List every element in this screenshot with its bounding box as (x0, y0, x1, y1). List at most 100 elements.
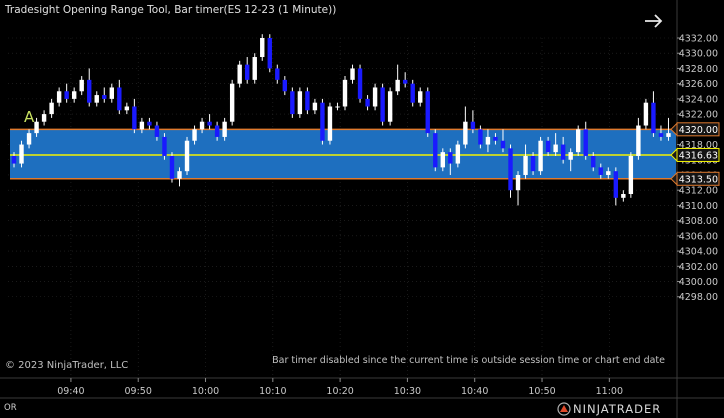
candle-body (658, 133, 664, 137)
candle-body (222, 121, 227, 137)
logo-star-icon (560, 405, 568, 412)
candle-body (34, 121, 39, 134)
candle-body (124, 106, 130, 111)
y-tick-label: 4322.00 (679, 110, 718, 121)
candle-body (568, 152, 573, 160)
candle-body (342, 79, 348, 107)
candle-body (154, 125, 160, 137)
x-tick-label: 10:10 (259, 386, 286, 397)
candle-body (538, 140, 543, 172)
y-tick-label: 4298.00 (679, 292, 718, 303)
candle-body (305, 91, 310, 111)
candle-body (260, 38, 265, 58)
price-axis: 4332.00 4330.00 4328.00 4326.00 4324.00 4322.… (676, 0, 718, 418)
candle-body (147, 121, 152, 126)
candle-body (485, 136, 491, 145)
candle-body (418, 91, 423, 103)
candle-body (433, 133, 438, 168)
candle-body (478, 129, 483, 145)
candle-body (470, 121, 476, 130)
candle-body (297, 91, 303, 115)
x-tick-label: 11:00 (596, 386, 623, 397)
y-tick-label: 4306.00 (679, 231, 718, 242)
time-axis: 09:40 09:50 10:00 10:10 10:20 10:30 10:40 10:50… (0, 377, 724, 399)
candles (11, 34, 671, 206)
x-tick-label: 09:40 (57, 386, 84, 397)
candle-body (184, 140, 190, 172)
candle-body (237, 64, 242, 84)
candle-body (290, 91, 295, 115)
candle-body (448, 152, 453, 164)
candle-body (515, 174, 521, 191)
candle-body (102, 95, 107, 99)
candle-body (245, 64, 250, 80)
candle-body (410, 83, 415, 103)
candle-body (94, 95, 99, 103)
candle-body (651, 102, 656, 134)
candle-body (402, 79, 408, 84)
candle-body (132, 106, 137, 130)
y-tick-label: 4312.00 (679, 186, 718, 197)
range-label-box (676, 122, 720, 137)
x-tick-label: 10:50 (528, 386, 555, 397)
candle-body (613, 171, 619, 198)
candle-body (350, 68, 355, 80)
candle-body (395, 79, 400, 92)
candle-body (636, 125, 641, 156)
candle-body (598, 167, 603, 175)
candle-body (252, 57, 257, 80)
candle-body (320, 102, 325, 141)
range-price-label: 4320.00 (679, 125, 718, 136)
logo-text: NINJATRADER (573, 402, 661, 416)
candle-body (56, 91, 62, 103)
range-price-labels: 4320.00 4316.63 4313.50 (670, 122, 720, 186)
range-price-label: 4316.63 (679, 150, 718, 161)
y-tick-label: 4328.00 (679, 64, 718, 75)
x-tick-label: 10:20 (326, 386, 353, 397)
candle-body (275, 68, 280, 80)
x-tick-label: 09:50 (125, 386, 152, 397)
candle-body (335, 106, 340, 108)
candle-body (523, 155, 528, 175)
candle-body (545, 140, 551, 153)
candle-body (169, 155, 175, 179)
arrow-right-icon[interactable] (638, 8, 668, 34)
candle-body (11, 155, 17, 164)
candle-body (387, 91, 393, 122)
y-tick-label: 4300.00 (679, 277, 718, 288)
x-tick-label: 10:00 (192, 386, 219, 397)
annotation-letter: A (24, 108, 35, 126)
candle-body (583, 129, 588, 156)
gridlines (8, 37, 676, 378)
logo-circle-icon (557, 402, 571, 416)
candle-body (177, 171, 182, 179)
candle-body (267, 38, 272, 69)
y-tick-label: 4304.00 (679, 247, 718, 258)
candle-body (312, 102, 318, 111)
copyright: © 2023 NinjaTrader, LLC (5, 360, 128, 371)
candle-body (71, 91, 77, 99)
candle-body (606, 171, 611, 175)
candle-body (553, 144, 558, 153)
candle-body (463, 121, 468, 145)
y-tick-label: 4310.00 (679, 201, 718, 212)
candle-body (79, 79, 84, 92)
candle-body (207, 121, 212, 126)
candle-body (327, 106, 333, 141)
candle-body (41, 114, 47, 122)
candle-body (576, 129, 581, 153)
candle-body (643, 102, 649, 126)
y-tick-label: 4302.00 (679, 262, 718, 273)
candle-body (49, 102, 54, 115)
candle-body (162, 136, 167, 156)
candle-body (26, 133, 32, 145)
candle-body (666, 133, 671, 137)
chart-title: Tradesight Opening Range Tool, Bar timer… (4, 4, 336, 16)
candle-body (530, 155, 536, 172)
y-tick-label: 4332.00 (679, 34, 718, 45)
candle-body (357, 68, 363, 99)
range-label-box (676, 147, 720, 162)
y-tick-label: 4324.00 (679, 94, 718, 105)
